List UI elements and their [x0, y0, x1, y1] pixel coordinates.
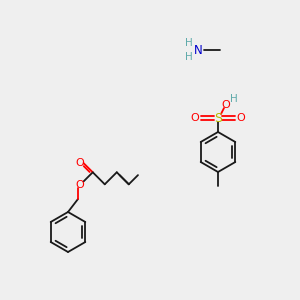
Text: O: O [222, 100, 230, 110]
Text: S: S [214, 112, 222, 124]
Text: H: H [185, 38, 193, 48]
Text: H: H [185, 52, 193, 62]
Text: O: O [75, 158, 84, 168]
Text: N: N [194, 44, 202, 56]
Text: H: H [230, 94, 238, 104]
Text: O: O [237, 113, 245, 123]
Text: O: O [76, 180, 84, 190]
Text: O: O [190, 113, 200, 123]
